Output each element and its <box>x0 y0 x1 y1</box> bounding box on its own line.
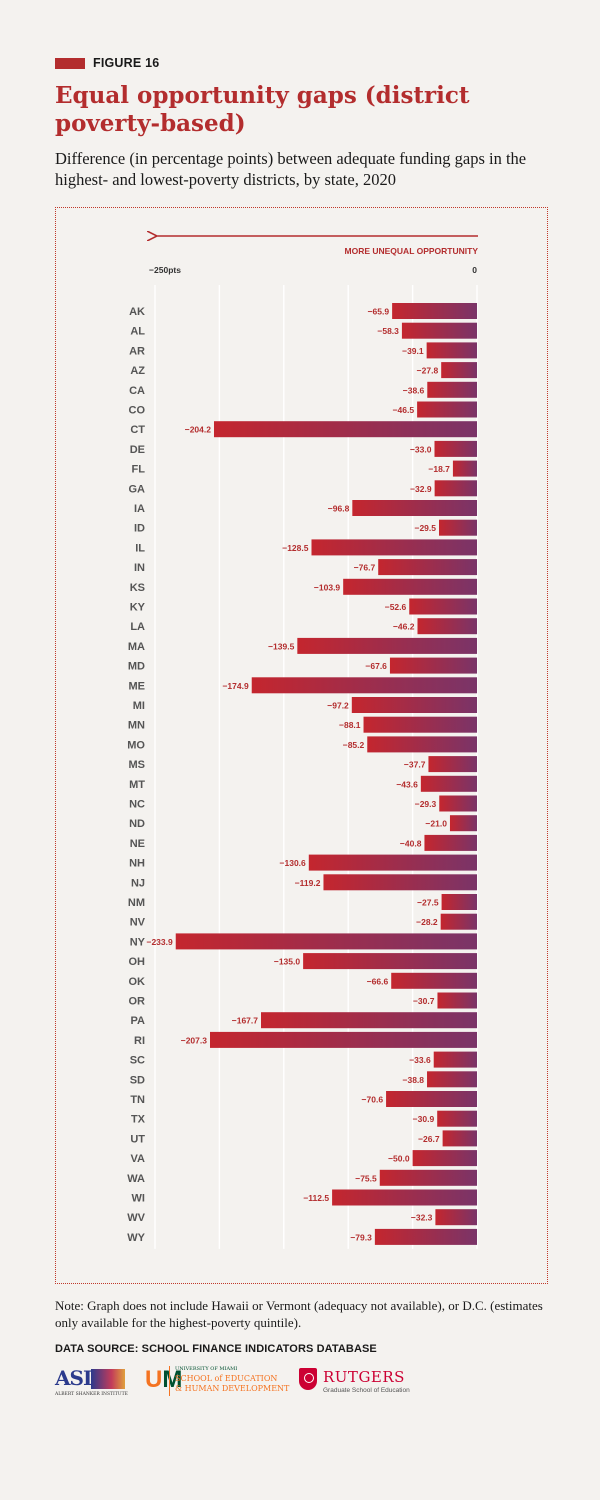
data-source: DATA SOURCE: SCHOOL FINANCE INDICATORS D… <box>55 1343 377 1355</box>
asi-logo-name: ALBERT SHANKER INSTITUTE <box>55 1392 128 1397</box>
rutgers-logo: RUTGERS Graduate School of Education <box>299 1368 449 1402</box>
asi-logo-letters: ASI <box>55 1366 92 1390</box>
figure-label: FIGURE 16 <box>55 56 159 70</box>
um-logo-school: SCHOOL of EDUCATION <box>175 1374 278 1383</box>
chart-note: Note: Graph does not include Hawaii or V… <box>55 1298 543 1330</box>
chart-frame <box>55 207 548 1284</box>
um-logo-school-2: & HUMAN DEVELOPMENT <box>175 1384 290 1393</box>
rutgers-logo-name: RUTGERS <box>323 1368 405 1386</box>
figure-number: FIGURE 16 <box>93 56 160 70</box>
asi-logo-mark <box>91 1369 125 1389</box>
um-logo-university: UNIVERSITY OF MIAMI <box>175 1366 238 1372</box>
chart-title: Equal opportunity gaps (district poverty… <box>55 82 470 137</box>
rutgers-shield-icon <box>299 1368 317 1390</box>
asi-logo: ASI ALBERT SHANKER INSTITUTE <box>55 1366 128 1400</box>
logo-strip: ASI ALBERT SHANKER INSTITUTE UM UNIVERSI… <box>55 1366 555 1402</box>
um-logo-divider <box>169 1366 170 1396</box>
rutgers-logo-sub: Graduate School of Education <box>323 1387 410 1394</box>
chart-subtitle: Difference (in percentage points) betwee… <box>55 149 527 189</box>
um-logo-mark: UM <box>145 1366 183 1393</box>
figure-swatch <box>55 57 85 69</box>
um-logo: UM UNIVERSITY OF MIAMI SCHOOL of EDUCATI… <box>145 1366 295 1400</box>
